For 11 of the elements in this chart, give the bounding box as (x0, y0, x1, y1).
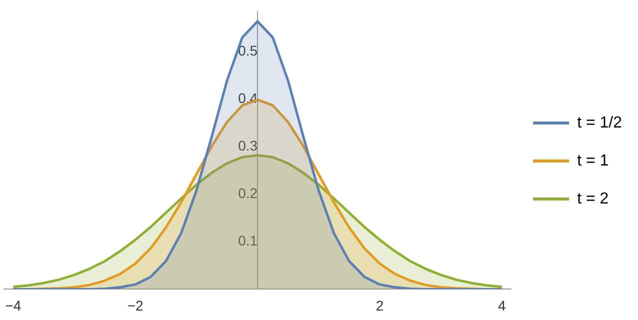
y-tick-label: 0.3 (238, 138, 258, 154)
legend-label: t = 1 (577, 152, 609, 170)
x-tick-label: 2 (376, 297, 384, 314)
y-tick-label: 0.1 (238, 232, 258, 249)
y-tick-label: 0.2 (238, 185, 258, 202)
x-tick-label: 4 (498, 297, 506, 314)
legend-label: t = 1/2 (577, 114, 622, 132)
x-tick-label: −2 (127, 297, 144, 314)
legend-label: t = 2 (577, 190, 609, 208)
y-tick-label: 0.5 (238, 42, 258, 59)
x-tick-label: −4 (5, 297, 22, 314)
